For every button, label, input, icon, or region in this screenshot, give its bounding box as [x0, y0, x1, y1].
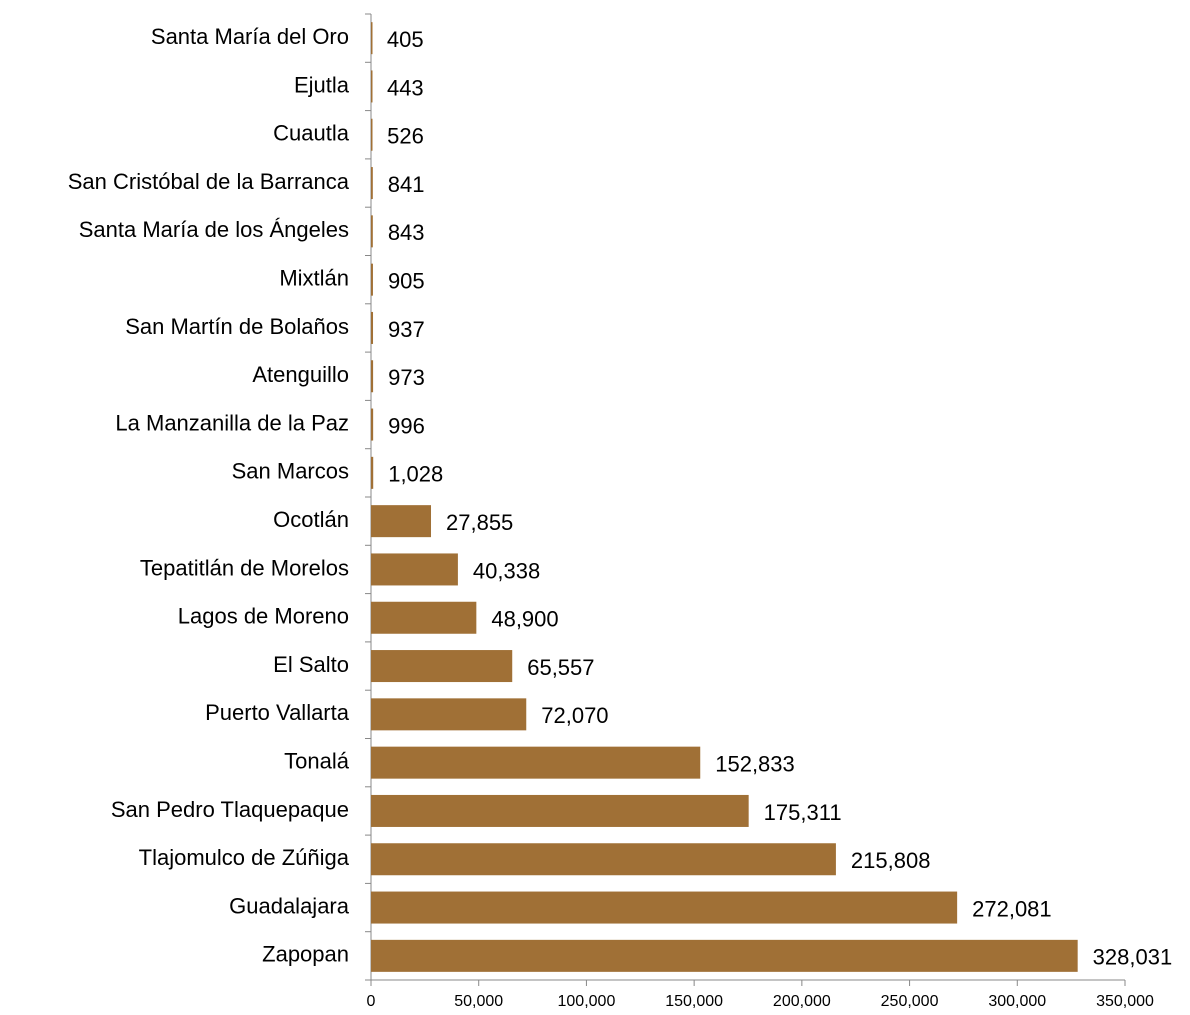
value-label: 405 [387, 27, 424, 52]
bar [371, 843, 836, 876]
x-tick-label: 0 [367, 993, 376, 1010]
y-tick-label: San Marcos [232, 459, 349, 484]
bar [371, 167, 373, 200]
value-label: 272,081 [972, 896, 1052, 921]
value-label: 48,900 [491, 607, 558, 632]
value-label: 40,338 [473, 558, 540, 583]
y-tick-label: Guadalajara [229, 893, 350, 918]
bar [371, 505, 432, 538]
x-tick-label: 50,000 [454, 993, 503, 1010]
y-tick-label: Tonalá [284, 748, 350, 773]
value-label: 841 [388, 172, 425, 197]
y-tick-label: Santa María de los Ángeles [79, 217, 349, 242]
x-tick-label: 300,000 [988, 993, 1046, 1010]
x-tick-label: 250,000 [881, 993, 939, 1010]
y-tick-label: Lagos de Moreno [178, 604, 349, 629]
value-label: 27,855 [446, 510, 513, 535]
y-tick-label: Atenguillo [252, 362, 349, 387]
y-tick-label: Santa María del Oro [151, 24, 349, 49]
bar [371, 456, 374, 489]
value-label: 526 [387, 124, 424, 149]
y-tick-label: El Salto [273, 652, 349, 677]
y-tick-label: Tepatitlán de Morelos [140, 555, 349, 580]
bar [371, 891, 958, 924]
value-label: 1,028 [388, 462, 443, 487]
value-label: 65,557 [527, 655, 594, 680]
value-label: 443 [387, 75, 424, 100]
bar [371, 360, 374, 393]
y-tick-label: Cuautla [273, 121, 350, 146]
value-label: 937 [388, 317, 425, 342]
y-tick-label: La Manzanilla de la Paz [115, 410, 349, 435]
y-tick-label: Ejutla [294, 72, 350, 97]
y-tick-label: Tlajomulco de Zúñiga [139, 845, 350, 870]
bar [371, 22, 373, 55]
bar [371, 698, 527, 731]
y-tick-label: Puerto Vallarta [205, 700, 350, 725]
value-label: 175,311 [764, 800, 842, 825]
bar [371, 118, 373, 151]
x-tick-label: 150,000 [665, 993, 723, 1010]
bar [371, 215, 373, 248]
bar [371, 650, 513, 683]
value-label: 973 [388, 365, 425, 390]
y-tick-label: Ocotlán [273, 507, 349, 532]
value-label: 72,070 [541, 703, 608, 728]
y-tick-label: Mixtlán [279, 265, 349, 290]
value-label: 905 [388, 268, 425, 293]
value-label: 328,031 [1093, 945, 1173, 970]
y-tick-label: San Pedro Tlaquepaque [111, 797, 349, 822]
value-label: 215,808 [851, 848, 931, 873]
x-tick-label: 100,000 [558, 993, 616, 1010]
value-label: 996 [388, 413, 425, 438]
bar [371, 311, 374, 344]
bar [371, 70, 373, 103]
bar [371, 553, 458, 586]
bar [371, 794, 749, 827]
value-label: 843 [388, 220, 425, 245]
value-label: 152,833 [715, 751, 795, 776]
x-tick-label: 200,000 [773, 993, 831, 1010]
bar [371, 939, 1078, 972]
y-tick-label: San Martín de Bolaños [125, 314, 349, 339]
bar [371, 263, 373, 296]
bar [371, 746, 701, 779]
y-tick-label: Zapopan [262, 942, 349, 967]
y-tick-label: San Cristóbal de la Barranca [68, 169, 350, 194]
x-tick-label: 350,000 [1096, 993, 1154, 1010]
bar [371, 601, 477, 634]
bar [371, 408, 374, 441]
